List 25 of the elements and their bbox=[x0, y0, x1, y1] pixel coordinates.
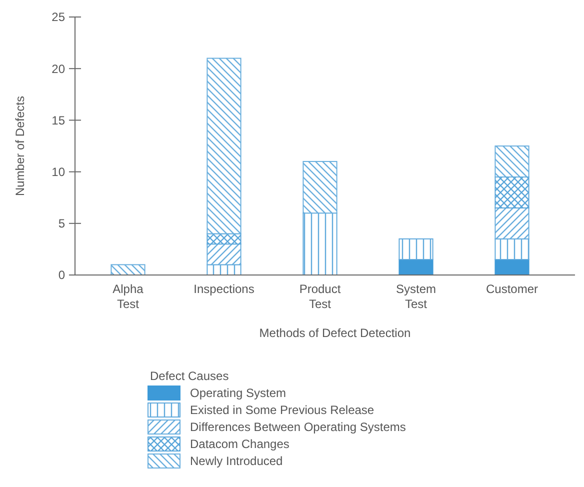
y-tick-label: 25 bbox=[52, 10, 66, 24]
bar bbox=[206, 58, 242, 234]
x-axis-title: Methods of Defect Detection bbox=[259, 326, 411, 340]
x-tick-label: Alpha Test bbox=[112, 282, 144, 311]
y-tick-label: 0 bbox=[58, 268, 66, 282]
y-axis-title: Number of Defects bbox=[13, 96, 27, 196]
bar bbox=[110, 264, 146, 276]
y-tick-label: 15 bbox=[52, 113, 66, 128]
bar bbox=[206, 233, 242, 245]
x-tick-label: Inspections bbox=[194, 282, 254, 296]
y-tick-label: 10 bbox=[52, 165, 66, 179]
bar bbox=[398, 238, 434, 260]
bar bbox=[494, 146, 530, 178]
legend-label: Datacom Changes bbox=[190, 437, 290, 452]
x-tick-label: Customer bbox=[486, 282, 538, 296]
x-tick-label: Product Test bbox=[299, 282, 342, 311]
legend-label: Existed in Some Previous Release bbox=[190, 403, 374, 418]
legend-label: Newly Introduced bbox=[190, 454, 283, 468]
y-tick-label: 5 bbox=[58, 216, 66, 231]
x-tick-label: System Test bbox=[396, 282, 436, 311]
bar bbox=[494, 176, 530, 208]
legend-label: Differences Between Operating Systems bbox=[190, 420, 406, 434]
y-tick-label: 20 bbox=[52, 62, 66, 76]
legend-title: Defect Causes bbox=[150, 369, 229, 383]
legend-label: Operating System bbox=[190, 386, 286, 400]
